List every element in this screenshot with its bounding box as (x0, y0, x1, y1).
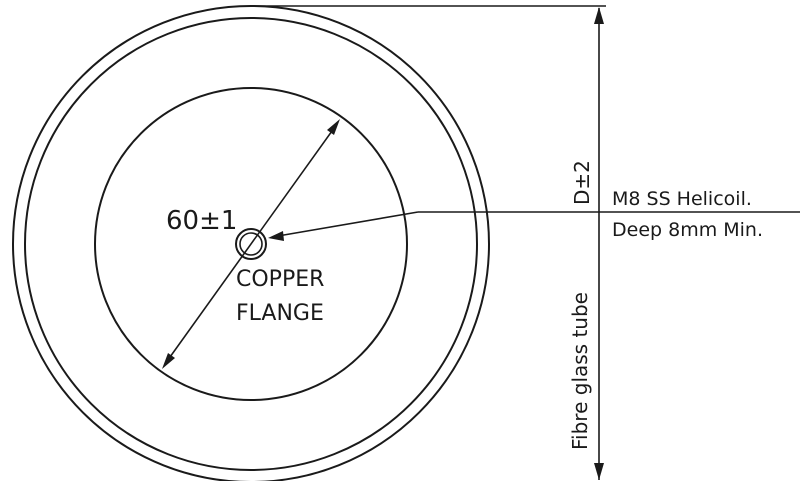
helicoil-note-line2: Deep 8mm Min. (612, 219, 763, 241)
inner-diameter-label: 60±1 (166, 206, 237, 236)
flange-label: FLANGE (236, 301, 324, 326)
helicoil-hole-inner (239, 232, 263, 256)
inner-diameter-line (164, 123, 338, 365)
diameter-arrow-bottom (162, 353, 175, 369)
outer-dimension-label: D±2 (570, 160, 594, 205)
outer-tube-inner-circle (24, 17, 478, 471)
tube-label: Fibre glass tube (568, 292, 592, 450)
outer-dimension-arrow-bottom (594, 463, 604, 480)
diameter-arrow-top (327, 119, 340, 135)
helicoil-leader-line (277, 211, 419, 237)
flange-circle (94, 87, 408, 401)
copper-label: COPPER (236, 267, 324, 292)
helicoil-note-line1: M8 SS Helicoil. (612, 188, 752, 210)
helicoil-leader-arrow (268, 231, 284, 241)
outer-dimension-arrow-top (594, 7, 604, 24)
helicoil-hole-outer (235, 228, 267, 260)
